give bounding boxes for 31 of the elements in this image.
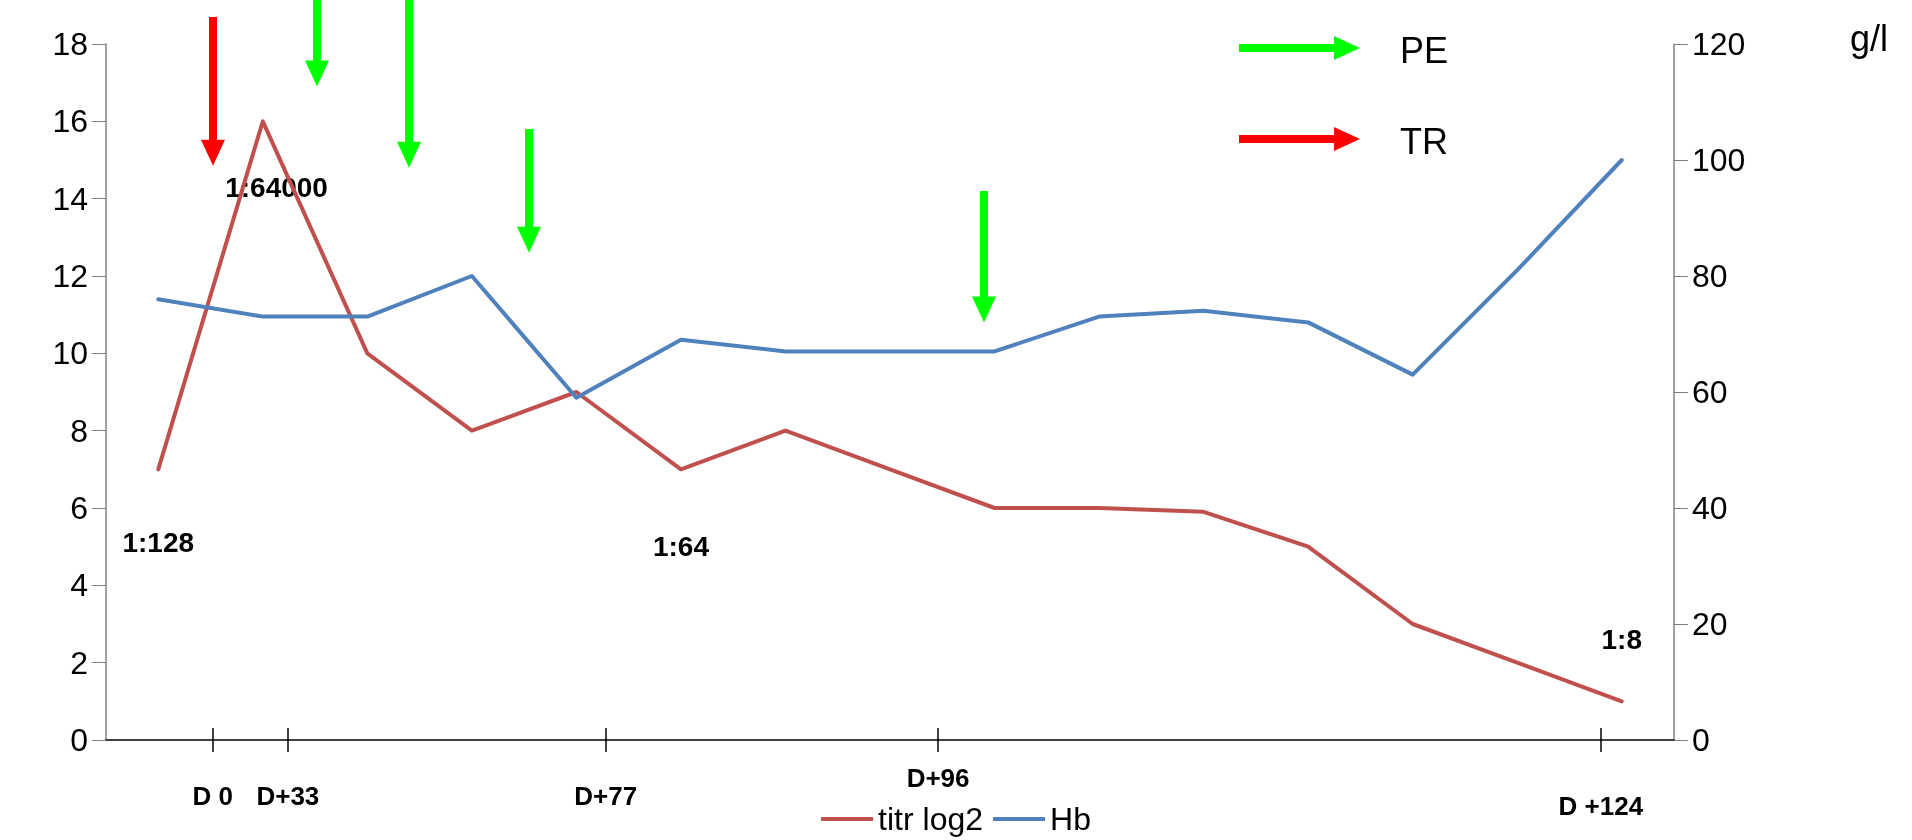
y2-tick-label: 20: [1692, 606, 1728, 642]
y-tick-label: 16: [52, 103, 88, 140]
y-tick-label: 8: [70, 412, 88, 449]
text: D+33: [256, 781, 320, 811]
y2-axis-title: g/l: [1850, 17, 1889, 59]
y-tick-label: 6: [70, 490, 88, 526]
annotation: TR: [1400, 120, 1448, 162]
annotation: 1:64: [652, 531, 710, 563]
y2-tick-label: 0: [1692, 722, 1710, 758]
text: D +124: [1558, 791, 1644, 821]
legend-label: Hb: [1050, 801, 1091, 837]
line-series: [156, 158, 1624, 400]
y-tick-label: 0: [70, 722, 88, 758]
y-tick-label: 12: [52, 258, 88, 294]
y2-tick-label: 40: [1692, 490, 1728, 526]
y2-tick-label: 120: [1692, 26, 1746, 62]
y-tick-label: 10: [52, 335, 88, 372]
y2-tick-label: 60: [1692, 374, 1728, 410]
y-tick-label: 18: [52, 26, 88, 62]
legend-label: titr log2: [878, 801, 984, 837]
y2-tick-label: 100: [1692, 142, 1746, 178]
y-tick-label: 4: [70, 567, 88, 604]
annotation: PE: [1400, 29, 1449, 71]
annotation: 1:8: [1601, 623, 1642, 655]
y-tick-label: 2: [70, 644, 88, 681]
text: D+77: [574, 781, 638, 811]
text: D 0: [192, 781, 233, 811]
y-tick-label: 14: [52, 180, 88, 217]
y2-tick-label: 80: [1692, 258, 1728, 294]
text: D+96: [906, 763, 970, 793]
annotation: 1:128: [122, 527, 195, 559]
